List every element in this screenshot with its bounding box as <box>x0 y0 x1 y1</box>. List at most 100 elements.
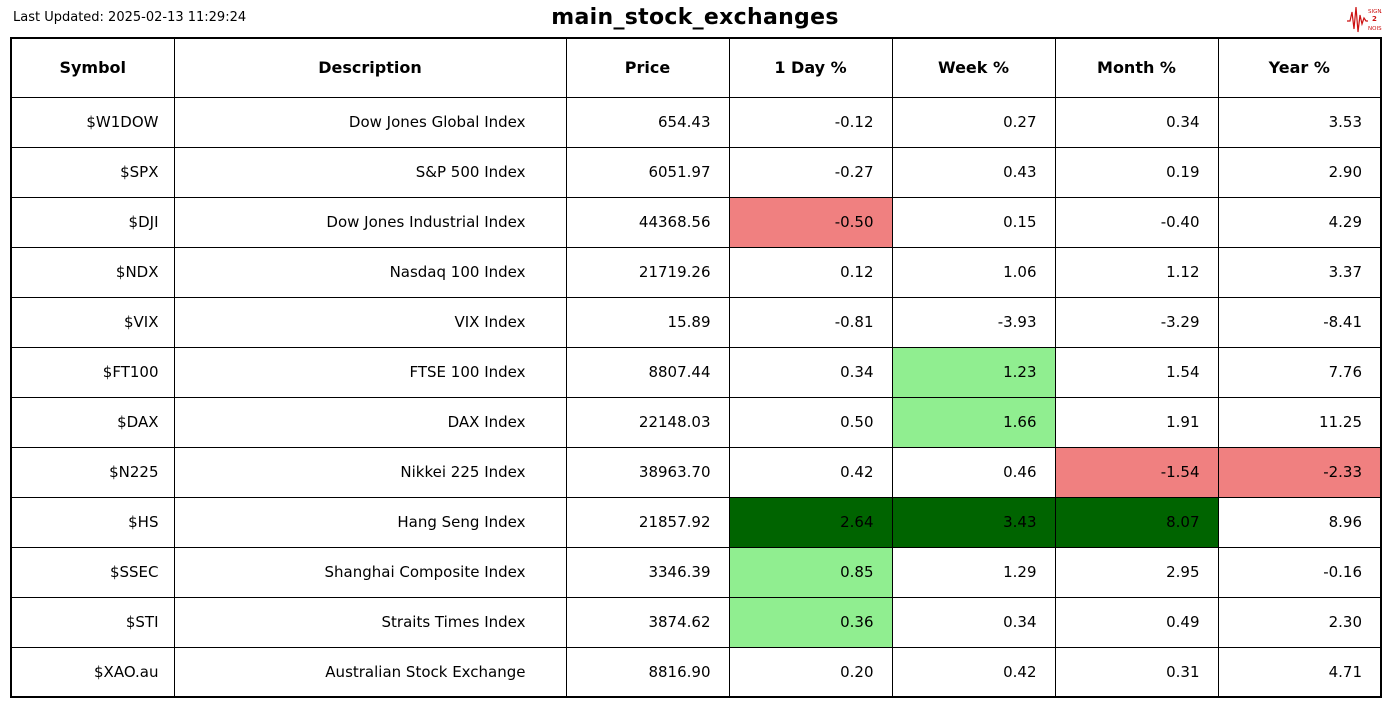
stock-exchanges-table: Symbol Description Price 1 Day % Week % … <box>10 37 1382 698</box>
table-row: $W1DOW Dow Jones Global Index 654.43 -0.12 0… <box>10 96 1382 148</box>
table-row: $N225 Nikkei 225 Index 38963.70 0.42 0.46 -1.… <box>10 446 1382 498</box>
cell-week-pct: 0.46 <box>891 446 1056 498</box>
table-row: $XAO.au Australian Stock Exchange 8816.90 0… <box>10 646 1382 698</box>
cell-price: 6051.97 <box>565 146 730 198</box>
cell-year-pct: 3.53 <box>1217 96 1382 148</box>
cell-month-pct: 0.19 <box>1054 146 1219 198</box>
cell-year-pct: 7.76 <box>1217 346 1382 398</box>
cell-price: 38963.70 <box>565 446 730 498</box>
table-row: $SSEC Shanghai Composite Index 3346.39 0.85… <box>10 546 1382 598</box>
cell-month-pct: 1.91 <box>1054 396 1219 448</box>
cell-symbol: $NDX <box>10 246 175 298</box>
cell-day-pct: -0.50 <box>728 196 893 248</box>
cell-day-pct: 0.42 <box>728 446 893 498</box>
cell-description: Nasdaq 100 Index <box>173 246 567 298</box>
table-header-row: Symbol Description Price 1 Day % Week % … <box>10 37 1382 98</box>
cell-symbol: $N225 <box>10 446 175 498</box>
cell-month-pct: 8.07 <box>1054 496 1219 548</box>
cell-day-pct: 0.36 <box>728 596 893 648</box>
cell-day-pct: -0.81 <box>728 296 893 348</box>
logo-word-bottom: NOISE <box>1368 26 1382 32</box>
cell-symbol: $SSEC <box>10 546 175 598</box>
cell-month-pct: -3.29 <box>1054 296 1219 348</box>
cell-month-pct: 0.34 <box>1054 96 1219 148</box>
cell-day-pct: 2.64 <box>728 496 893 548</box>
signal2noise-logo: SIGNAL 2 NOISE <box>1347 6 1382 33</box>
column-header-week-pct: Week % <box>891 37 1056 98</box>
cell-week-pct: 1.06 <box>891 246 1056 298</box>
table-row: $NDX Nasdaq 100 Index 21719.26 0.12 1.06 1.12… <box>10 246 1382 298</box>
cell-day-pct: -0.12 <box>728 96 893 148</box>
cell-price: 3346.39 <box>565 546 730 598</box>
cell-symbol: $STI <box>10 596 175 648</box>
table-body: $W1DOW Dow Jones Global Index 654.43 -0.12 0… <box>10 96 1382 698</box>
cell-description: Hang Seng Index <box>173 496 567 548</box>
cell-month-pct: 1.12 <box>1054 246 1219 298</box>
cell-year-pct: 11.25 <box>1217 396 1382 448</box>
cell-description: Shanghai Composite Index <box>173 546 567 598</box>
cell-description: DAX Index <box>173 396 567 448</box>
page-title: main_stock_exchanges <box>551 5 839 30</box>
cell-price: 22148.03 <box>565 396 730 448</box>
cell-symbol: $W1DOW <box>10 96 175 148</box>
cell-price: 8807.44 <box>565 346 730 398</box>
cell-week-pct: 1.66 <box>891 396 1056 448</box>
cell-week-pct: 3.43 <box>891 496 1056 548</box>
cell-price: 654.43 <box>565 96 730 148</box>
cell-month-pct: 2.95 <box>1054 546 1219 598</box>
column-header-month-pct: Month % <box>1054 37 1219 98</box>
cell-description: Australian Stock Exchange <box>173 646 567 698</box>
cell-day-pct: 0.85 <box>728 546 893 598</box>
cell-week-pct: 0.27 <box>891 96 1056 148</box>
cell-month-pct: 0.31 <box>1054 646 1219 698</box>
cell-week-pct: 0.15 <box>891 196 1056 248</box>
cell-description: S&P 500 Index <box>173 146 567 198</box>
cell-month-pct: -1.54 <box>1054 446 1219 498</box>
column-header-year-pct: Year % <box>1217 37 1382 98</box>
cell-price: 8816.90 <box>565 646 730 698</box>
cell-month-pct: 1.54 <box>1054 346 1219 398</box>
column-header-symbol: Symbol <box>10 37 175 98</box>
cell-symbol: $FT100 <box>10 346 175 398</box>
cell-week-pct: 0.42 <box>891 646 1056 698</box>
cell-description: Dow Jones Global Index <box>173 96 567 148</box>
cell-description: Dow Jones Industrial Index <box>173 196 567 248</box>
cell-symbol: $DAX <box>10 396 175 448</box>
cell-year-pct: 4.71 <box>1217 646 1382 698</box>
logo-word-mid: 2 <box>1372 15 1377 23</box>
cell-description: Straits Times Index <box>173 596 567 648</box>
cell-price: 21719.26 <box>565 246 730 298</box>
cell-description: Nikkei 225 Index <box>173 446 567 498</box>
cell-symbol: $XAO.au <box>10 646 175 698</box>
cell-description: VIX Index <box>173 296 567 348</box>
cell-week-pct: -3.93 <box>891 296 1056 348</box>
column-header-price: Price <box>565 37 730 98</box>
column-header-description: Description <box>173 37 567 98</box>
cell-price: 15.89 <box>565 296 730 348</box>
cell-year-pct: 4.29 <box>1217 196 1382 248</box>
cell-day-pct: 0.34 <box>728 346 893 398</box>
cell-year-pct: 2.30 <box>1217 596 1382 648</box>
cell-day-pct: 0.50 <box>728 396 893 448</box>
cell-month-pct: -0.40 <box>1054 196 1219 248</box>
cell-symbol: $VIX <box>10 296 175 348</box>
logo-word-top: SIGNAL <box>1368 9 1382 15</box>
table-row: $DJI Dow Jones Industrial Index 44368.56 -0… <box>10 196 1382 248</box>
cell-week-pct: 1.23 <box>891 346 1056 398</box>
cell-day-pct: -0.27 <box>728 146 893 198</box>
cell-week-pct: 0.43 <box>891 146 1056 198</box>
cell-day-pct: 0.20 <box>728 646 893 698</box>
cell-week-pct: 0.34 <box>891 596 1056 648</box>
table-row: $VIX VIX Index 15.89 -0.81 -3.93 -3.29 -8.41 <box>10 296 1382 348</box>
table-row: $DAX DAX Index 22148.03 0.50 1.66 1.91 11.25 <box>10 396 1382 448</box>
cell-day-pct: 0.12 <box>728 246 893 298</box>
cell-year-pct: 8.96 <box>1217 496 1382 548</box>
cell-price: 3874.62 <box>565 596 730 648</box>
table-row: $SPX S&P 500 Index 6051.97 -0.27 0.43 0.19 2.9… <box>10 146 1382 198</box>
last-updated-text: Last Updated: 2025-02-13 11:29:24 <box>13 10 247 25</box>
table-row: $FT100 FTSE 100 Index 8807.44 0.34 1.23 1.54 7… <box>10 346 1382 398</box>
cell-symbol: $DJI <box>10 196 175 248</box>
cell-year-pct: -2.33 <box>1217 446 1382 498</box>
cell-description: FTSE 100 Index <box>173 346 567 398</box>
cell-week-pct: 1.29 <box>891 546 1056 598</box>
